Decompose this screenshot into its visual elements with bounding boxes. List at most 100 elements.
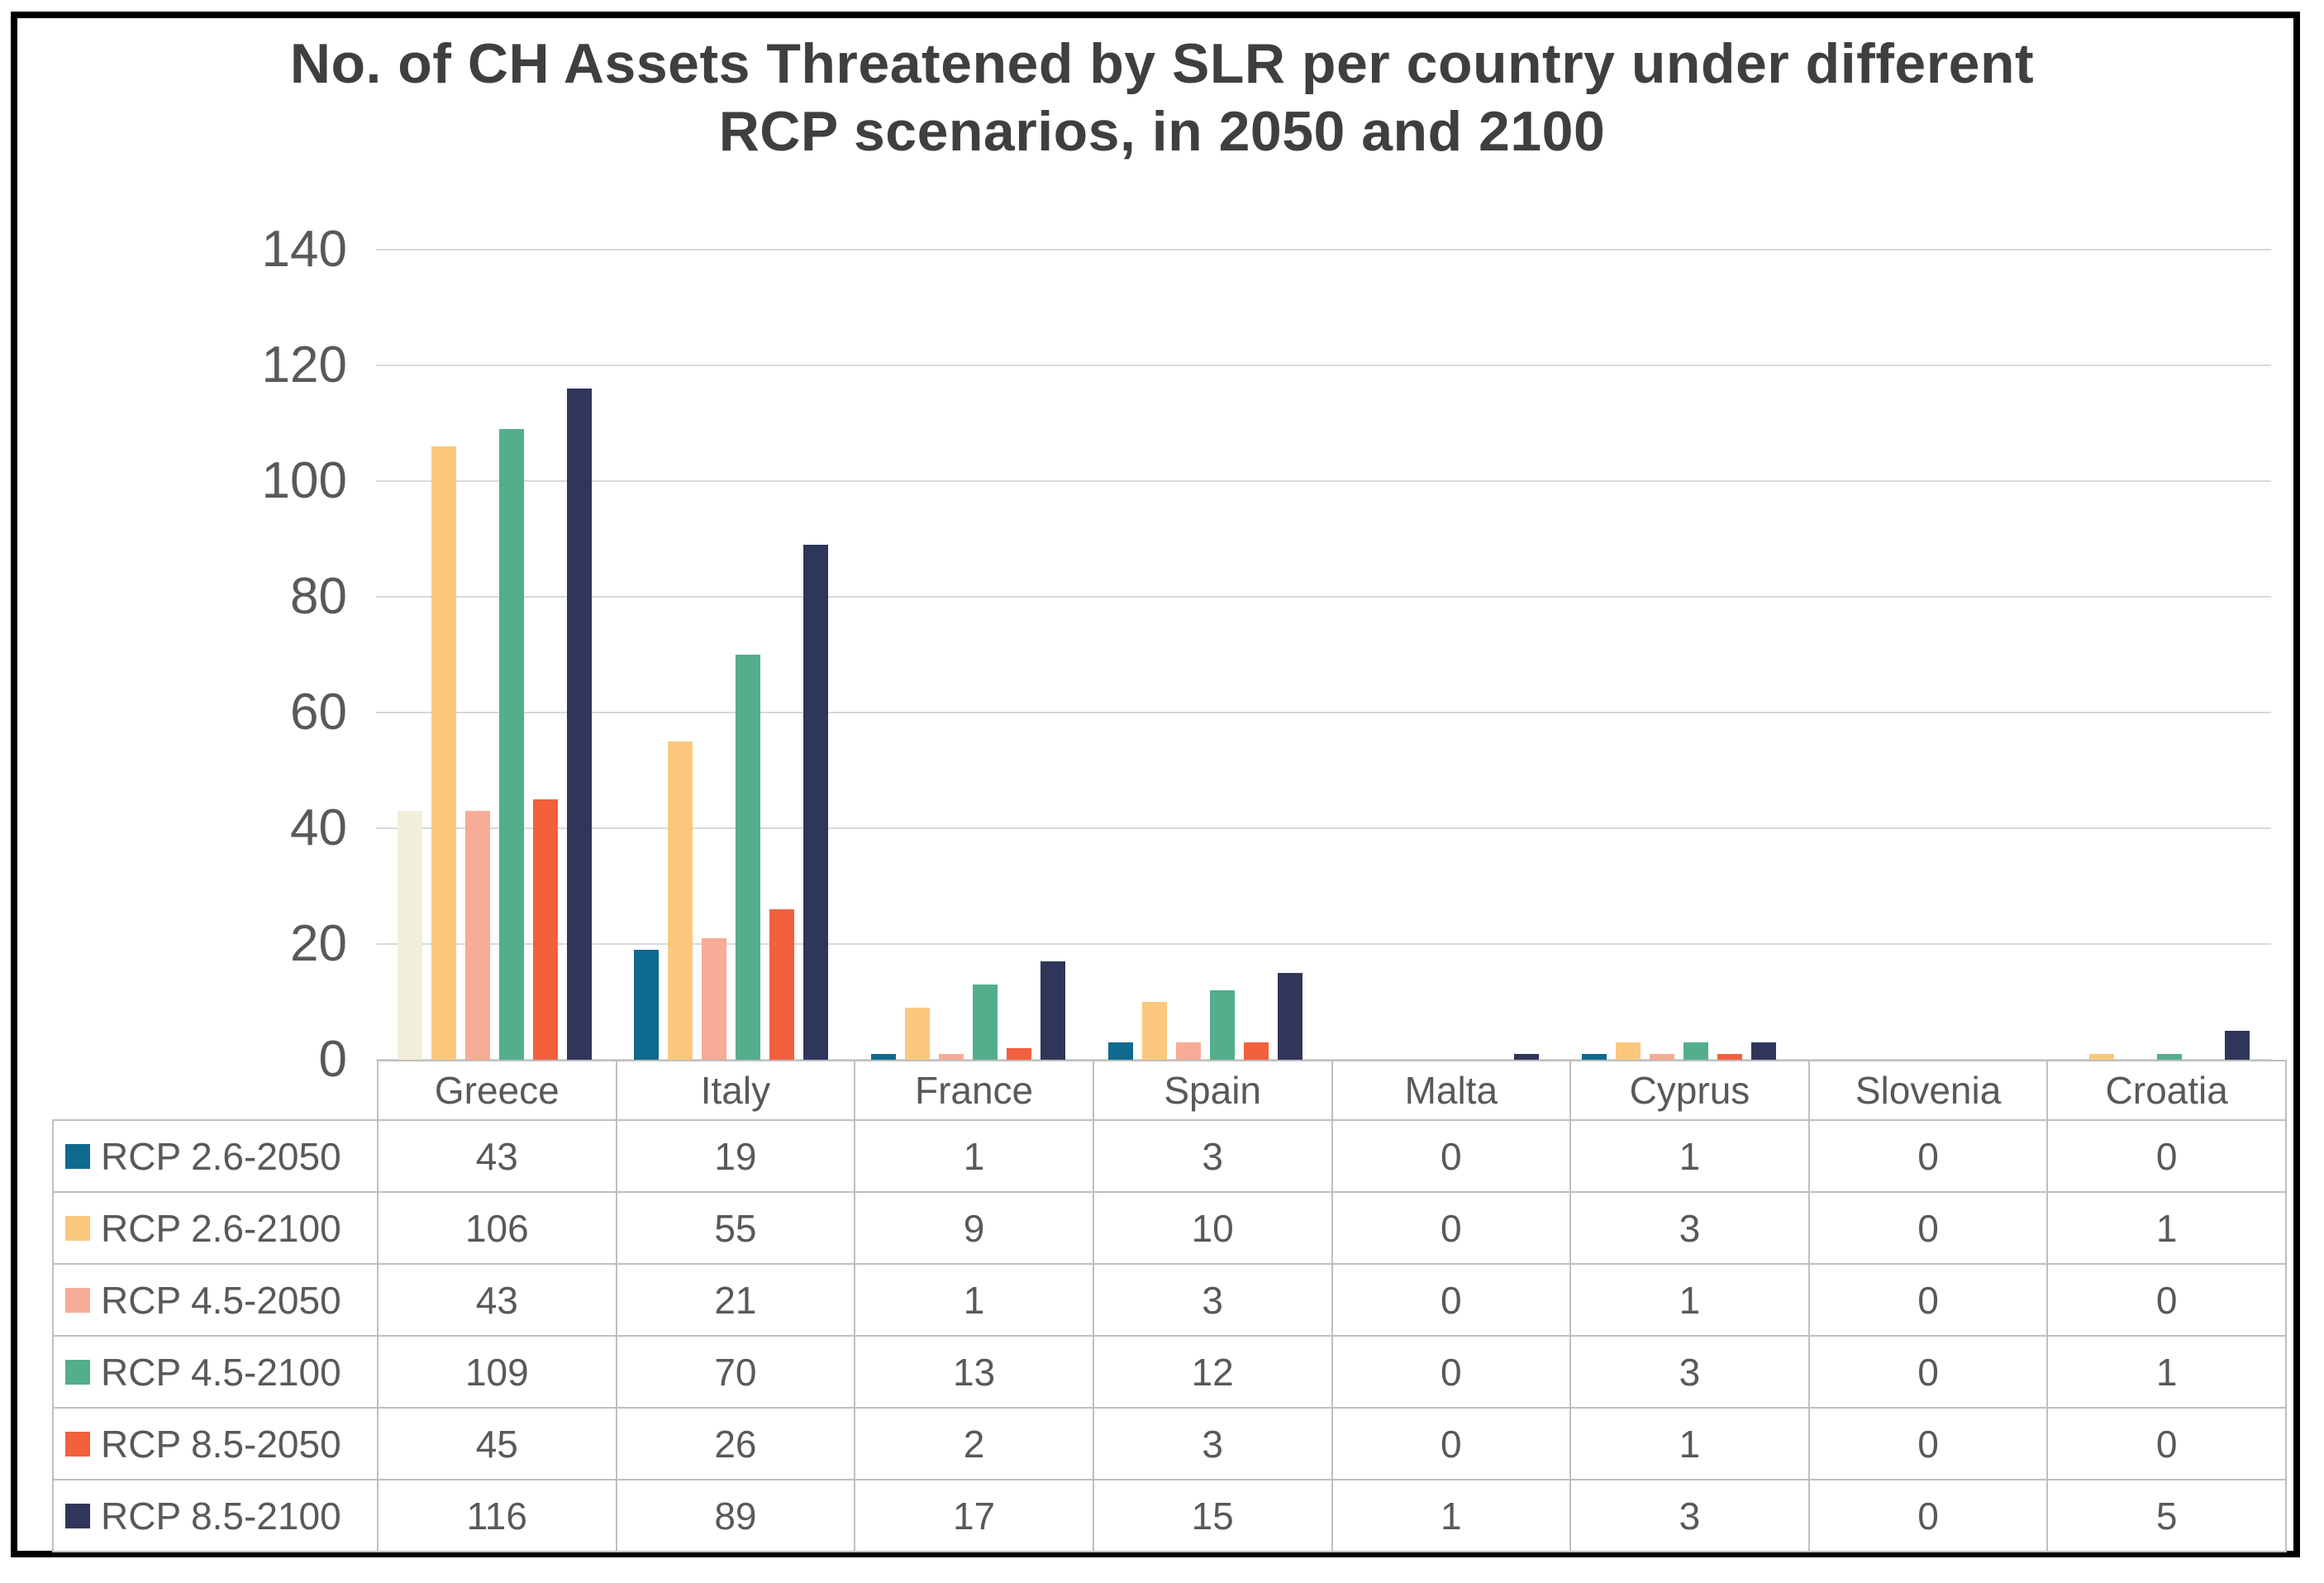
bar-spain-rcp-8.5-2050 [1243, 1042, 1269, 1060]
chart-title-line2: RCP scenarios, in 2050 and 2100 [718, 100, 1606, 163]
cell-rcp-8.5-2050-greece: 45 [377, 1407, 617, 1480]
bar-group-slovenia [1798, 250, 2035, 1060]
legend-cell-rcp-2.6-2050: RCP 2.6-2050 [52, 1119, 379, 1193]
cell-rcp-2.6-2100-italy: 55 [615, 1191, 856, 1265]
table-row-rcp-2.6-2050: RCP 2.6-2050 43 19 1 3 0 1 0 0 [52, 1119, 2287, 1193]
legend-cell-rcp-8.5-2050: RCP 8.5-2050 [52, 1407, 379, 1480]
bar-cyprus-rcp-2.6-2050 [1581, 1054, 1607, 1060]
bar-cyprus-rcp-2.6-2100 [1615, 1042, 1641, 1060]
chart-title: No. of CH Assets Threatened by SLR per c… [0, 30, 2324, 165]
bar-group-spain [1087, 250, 1324, 1060]
bar-cyprus-rcp-8.5-2100 [1750, 1042, 1776, 1060]
legend-label-rcp-2.6-2100: RCP 2.6-2100 [101, 1206, 341, 1250]
legend-swatch-icon-rcp-4.5-2050 [65, 1287, 90, 1313]
gridline-20 [376, 943, 2271, 945]
cell-rcp-2.6-2100-cyprus: 3 [1569, 1191, 1810, 1265]
cell-rcp-4.5-2050-greece: 43 [377, 1263, 617, 1337]
data-table-wrap: Greece Italy France Spain Malta Cyprus Sloveni… [52, 1060, 2287, 1552]
legend-swatch-icon-rcp-4.5-2100 [65, 1359, 90, 1385]
bar-greece-rcp-8.5-2100 [566, 389, 592, 1060]
y-tick-20: 20 [290, 915, 347, 972]
cell-rcp-8.5-2050-italy: 26 [615, 1407, 856, 1480]
bar-spain-rcp-2.6-2100 [1141, 1002, 1167, 1060]
legend-inner-rcp-8.5-2050: RCP 8.5-2050 [65, 1422, 376, 1466]
cell-rcp-2.6-2050-italy: 19 [615, 1119, 856, 1193]
bar-france-rcp-8.5-2100 [1041, 961, 1066, 1060]
legend-inner-rcp-2.6-2100: RCP 2.6-2100 [65, 1206, 376, 1251]
bar-france-rcp-2.6-2100 [905, 1008, 931, 1060]
bar-italy-rcp-8.5-2100 [803, 545, 829, 1060]
y-tick-60: 60 [290, 684, 347, 741]
cell-rcp-4.5-2050-croatia: 0 [2046, 1263, 2287, 1337]
legend-swatch-icon-rcp-8.5-2050 [65, 1431, 90, 1457]
y-axis: 0 20 40 60 80 100 120 140 [50, 0, 347, 1583]
col-header-slovenia: Slovenia [1807, 1060, 2049, 1121]
bar-croatia-rcp-4.5-2100 [2157, 1054, 2183, 1060]
cell-rcp-2.6-2050-france: 1 [854, 1119, 1094, 1193]
legend-inner-rcp-4.5-2100: RCP 4.5-2100 [65, 1350, 376, 1395]
bar-france-rcp-4.5-2050 [939, 1054, 964, 1060]
legend-inner-rcp-2.6-2050: RCP 2.6-2050 [65, 1134, 376, 1179]
bar-group-cyprus [1560, 250, 1798, 1060]
table-row-rcp-8.5-2100: RCP 8.5-2100 116 89 17 15 1 3 0 5 [52, 1479, 2287, 1552]
bar-group-france [850, 250, 1087, 1060]
cell-rcp-8.5-2100-greece: 116 [377, 1479, 617, 1552]
legend-inner-rcp-8.5-2100: RCP 8.5-2100 [65, 1494, 376, 1538]
gridline-40 [376, 827, 2271, 829]
cell-rcp-2.6-2100-spain: 10 [1092, 1191, 1333, 1265]
bar-spain-rcp-4.5-2050 [1175, 1042, 1201, 1060]
legend-label-rcp-4.5-2050: RCP 4.5-2050 [101, 1278, 341, 1322]
cell-rcp-8.5-2050-cyprus: 1 [1569, 1407, 1810, 1480]
cell-rcp-2.6-2050-spain: 3 [1092, 1119, 1333, 1193]
bar-italy-rcp-4.5-2050 [702, 938, 727, 1060]
gridline-140 [376, 249, 2271, 250]
cell-rcp-4.5-2100-malta: 0 [1331, 1335, 1572, 1409]
bar-france-rcp-8.5-2050 [1007, 1048, 1032, 1060]
y-tick-40: 40 [290, 799, 347, 856]
cell-rcp-8.5-2050-spain: 3 [1092, 1407, 1333, 1480]
bar-italy-rcp-2.6-2050 [634, 950, 660, 1060]
y-tick-0: 0 [318, 1031, 347, 1088]
cell-rcp-2.6-2050-malta: 0 [1331, 1119, 1572, 1193]
legend-label-rcp-8.5-2100: RCP 8.5-2100 [101, 1494, 341, 1538]
cell-rcp-4.5-2100-greece: 109 [377, 1335, 617, 1409]
bar-italy-rcp-4.5-2100 [736, 655, 761, 1060]
cell-rcp-8.5-2050-slovenia: 0 [1807, 1407, 2049, 1480]
bar-greece-rcp-4.5-2050 [464, 811, 490, 1060]
table-row-rcp-8.5-2050: RCP 8.5-2050 45 26 2 3 0 1 0 0 [52, 1407, 2287, 1480]
y-tick-80: 80 [290, 568, 347, 625]
cell-rcp-4.5-2050-slovenia: 0 [1807, 1263, 2049, 1337]
cell-rcp-4.5-2100-croatia: 1 [2046, 1335, 2287, 1409]
legend-swatch-icon-rcp-8.5-2100 [65, 1503, 90, 1528]
legend-cell-rcp-4.5-2100: RCP 4.5-2100 [52, 1335, 379, 1409]
cell-rcp-4.5-2050-malta: 0 [1331, 1263, 1572, 1337]
cell-rcp-4.5-2050-cyprus: 1 [1569, 1263, 1810, 1337]
cell-rcp-2.6-2050-slovenia: 0 [1807, 1119, 2049, 1193]
y-tick-120: 120 [261, 336, 347, 393]
bar-group-italy [613, 250, 850, 1060]
cell-rcp-8.5-2050-france: 2 [854, 1407, 1094, 1480]
bar-cyprus-rcp-8.5-2050 [1717, 1054, 1742, 1060]
bar-group-croatia [2034, 250, 2271, 1060]
cell-rcp-8.5-2050-croatia: 0 [2046, 1407, 2287, 1480]
bar-italy-rcp-8.5-2050 [769, 909, 795, 1060]
legend-label-rcp-2.6-2050: RCP 2.6-2050 [101, 1134, 341, 1178]
cell-rcp-8.5-2100-slovenia: 0 [1807, 1479, 2049, 1552]
cell-rcp-2.6-2050-croatia: 0 [2046, 1119, 2287, 1193]
cell-rcp-4.5-2100-france: 13 [854, 1335, 1094, 1409]
cell-rcp-2.6-2100-malta: 0 [1331, 1191, 1572, 1265]
cell-rcp-8.5-2050-malta: 0 [1331, 1407, 1572, 1480]
bar-greece-rcp-8.5-2050 [532, 799, 558, 1060]
col-header-france: France [854, 1060, 1094, 1121]
gridline-100 [376, 480, 2271, 482]
bar-group-greece [376, 250, 613, 1060]
y-tick-100: 100 [261, 452, 347, 509]
bar-malta-rcp-8.5-2100 [1514, 1054, 1540, 1060]
bar-croatia-rcp-2.6-2100 [2089, 1054, 2115, 1060]
table-row-rcp-4.5-2100: RCP 4.5-2100 109 70 13 12 0 3 0 1 [52, 1335, 2287, 1409]
cell-rcp-2.6-2100-greece: 106 [377, 1191, 617, 1265]
bar-spain-rcp-8.5-2100 [1277, 973, 1302, 1060]
legend-label-rcp-4.5-2100: RCP 4.5-2100 [101, 1350, 341, 1394]
cell-rcp-4.5-2100-slovenia: 0 [1807, 1335, 2049, 1409]
